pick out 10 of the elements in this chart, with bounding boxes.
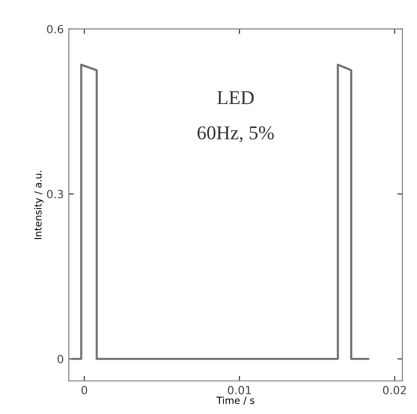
y-tick-label: 0: [58, 354, 64, 364]
y-axis-title: Intensity / a.u.: [34, 170, 44, 240]
x-tick-label: 0.01: [228, 386, 251, 394]
annotation: 60Hz, 5%: [198, 126, 274, 142]
x-axis-title: Time / s: [216, 396, 254, 405]
y-tick-label: 0.3: [47, 190, 64, 198]
y-tick-label: 0.6: [47, 24, 64, 34]
annotation: LED: [217, 91, 254, 104]
x-tick-label: 0.02: [383, 386, 406, 394]
x-tick-label: 0: [82, 386, 88, 394]
